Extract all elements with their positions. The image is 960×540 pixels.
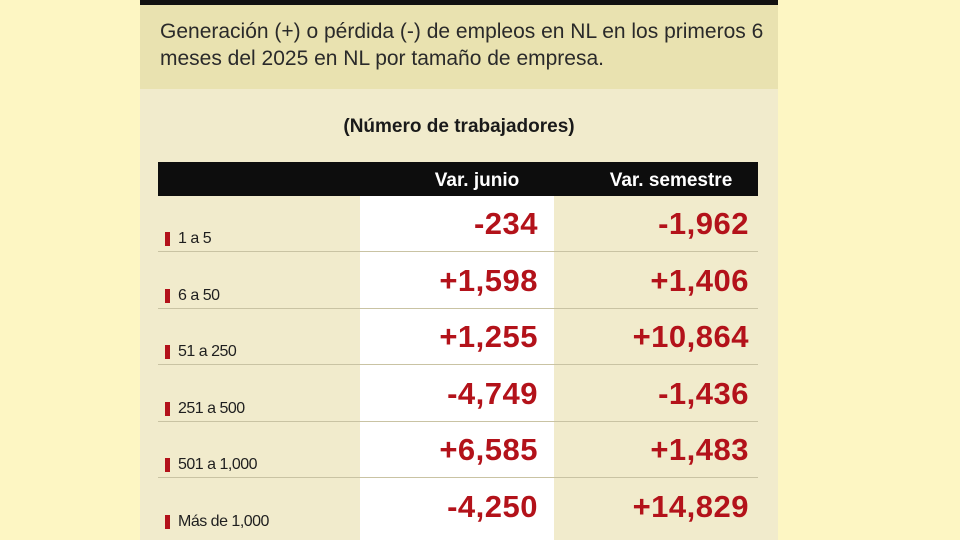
row-marker (165, 458, 170, 472)
row-marker (165, 401, 170, 416)
row-label: 6 a 50 (178, 286, 220, 304)
value-var-junio: +1,255 (439, 319, 538, 354)
row-divider (158, 251, 758, 252)
value-var-junio: -4,250 (447, 488, 538, 524)
value-var-semestre: +14,829 (632, 488, 749, 524)
row-label: 51 a 250 (178, 343, 237, 360)
row-label: 251 a 500 (178, 399, 245, 417)
row-label: Más de 1,000 (178, 512, 269, 530)
table-row: 501 a 1,000 +6,585 +1,483 (158, 422, 758, 478)
value-var-semestre: -1,436 (658, 375, 749, 411)
value-var-semestre: +1,406 (650, 262, 749, 298)
row-marker (165, 345, 170, 359)
table-row: Más de 1,000 -4,250 +14,829 (158, 479, 758, 535)
highlight-column (360, 196, 554, 540)
row-marker (165, 232, 170, 246)
table-row: 51 a 250 +1,255 +10,864 (158, 309, 758, 365)
value-var-junio: -4,749 (447, 375, 538, 411)
table-row: 1 a 5 -234 -1,962 (158, 196, 758, 252)
header-title: Generación (+) o pérdida (-) de empleos … (160, 20, 764, 70)
column-header-bar: Var. junio Var. semestre (158, 162, 758, 196)
table-row: 6 a 50 +1,598 +1,406 (158, 253, 758, 309)
row-marker (165, 514, 170, 529)
value-var-junio: +6,585 (439, 432, 538, 467)
row-marker (165, 288, 170, 303)
value-var-semestre: +10,864 (632, 319, 749, 354)
row-label: 1 a 5 (178, 230, 212, 247)
value-var-junio: -234 (473, 206, 538, 241)
value-var-semestre: +1,483 (650, 432, 749, 467)
row-divider (158, 420, 758, 422)
table-subtitle: (Número de trabajadores) (343, 116, 575, 137)
row-divider (158, 307, 758, 309)
table-row: 251 a 500 -4,749 -1,436 (158, 366, 758, 422)
header-band: Generación (+) o pérdida (-) de empleos … (140, 5, 778, 89)
row-divider (158, 364, 758, 365)
row-label: 501 a 1,000 (178, 456, 258, 473)
value-var-junio: +1,598 (439, 262, 538, 298)
top-rule (140, 0, 778, 5)
value-var-semestre: -1,962 (658, 206, 749, 241)
row-divider (158, 477, 758, 478)
infographic-panel: Generación (+) o pérdida (-) de empleos … (140, 0, 778, 540)
column-header-var-semestre: Var. semestre (609, 170, 733, 191)
column-header-var-junio: Var. junio (434, 170, 520, 191)
